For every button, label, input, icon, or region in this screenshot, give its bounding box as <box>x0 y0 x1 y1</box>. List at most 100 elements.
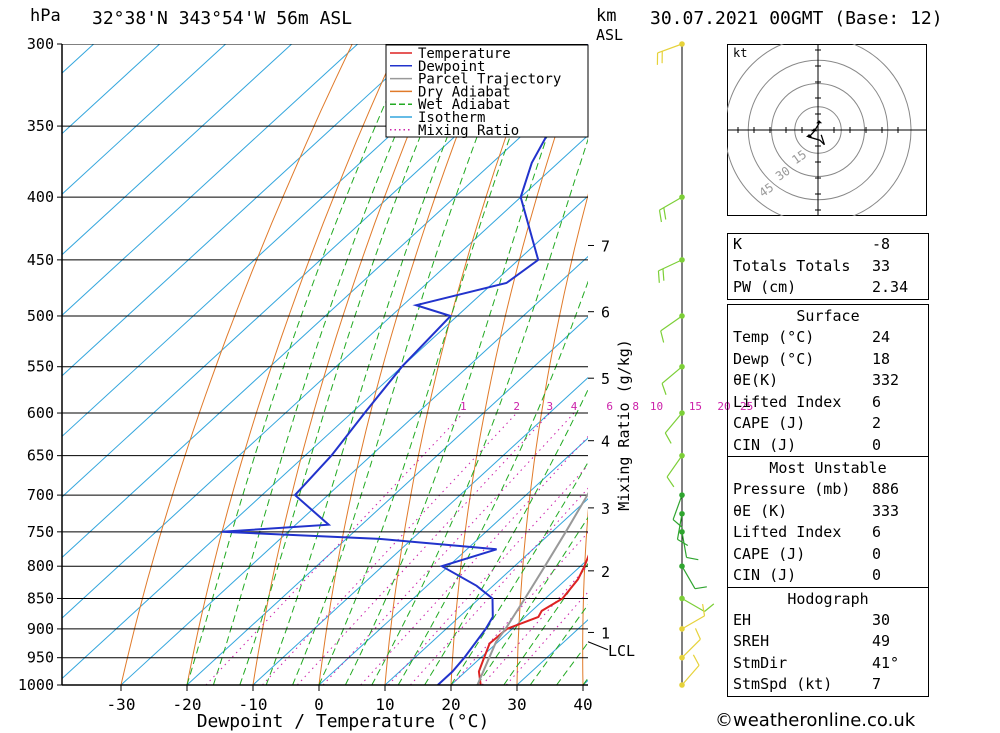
wind-barb <box>666 455 683 478</box>
legend-label-mixing-ratio: Mixing Ratio <box>418 123 519 139</box>
hpa-unit-label: hPa <box>30 6 61 26</box>
unstable-theta-row: θE (K) 333 <box>733 501 900 520</box>
km-tick-label: 4 <box>601 433 610 451</box>
surface-cin-row: CIN (J) 0 <box>733 435 882 454</box>
wet-adiabat-line <box>503 562 588 685</box>
copyright[interactable]: ©weatheronline.co.uk <box>715 710 916 731</box>
wind-barb-flag <box>662 268 665 281</box>
hodograph-ring-label: 45 <box>756 180 776 200</box>
km-tick-label: 2 <box>601 563 610 581</box>
isotherm-line <box>252 376 588 685</box>
wind-level-dot <box>679 410 685 416</box>
wind-barb <box>660 315 683 332</box>
surface-title: Surface <box>796 307 860 325</box>
x-tick-label: 10 <box>375 695 394 714</box>
x-tick-label: -30 <box>107 695 136 714</box>
unstable-li-row: Lifted Index 6 <box>733 523 882 541</box>
wind-level-dot <box>679 529 685 535</box>
wind-barb-flag <box>661 383 667 395</box>
wind-level-dot <box>679 194 685 200</box>
wind-barb <box>676 513 683 540</box>
surface-table: Surface Temp (°C) 24 Dewp (°C) 18 θE(K) 332… <box>727 304 929 697</box>
mixing-ratio-line <box>322 412 575 685</box>
wind-barb-flag <box>677 538 689 547</box>
hodograph-table-title: Hodograph <box>728 586 928 610</box>
wind-barb <box>661 366 683 384</box>
dry-adiabat-line <box>450 44 587 685</box>
pressure-tick-label: 800 <box>27 557 54 575</box>
pressure-tick-label: 900 <box>27 620 54 638</box>
dry-adiabat-line <box>938 44 979 685</box>
wet-adiabat-line <box>186 44 413 685</box>
wind-barb <box>659 196 683 211</box>
wind-barb-flag <box>666 476 675 488</box>
mixing-ratio-line <box>388 464 588 685</box>
wind-level-dot <box>679 626 685 632</box>
x-tick-label: 40 <box>573 695 592 714</box>
sreh-row: SREH 49 <box>733 632 891 650</box>
mixing-ratio-label: 3 <box>546 400 553 413</box>
wind-barb-flag <box>658 210 663 223</box>
wind-level-dot <box>679 363 685 370</box>
x-tick-label: 30 <box>507 695 526 714</box>
lcl-marker <box>587 641 609 651</box>
mixing-ratio-line <box>262 412 518 685</box>
mixing-ratio-axis-label: Mixing Ratio (g/kg) <box>615 339 633 511</box>
wind-barb-flag <box>663 207 667 220</box>
pressure-tick-label: 600 <box>27 404 54 422</box>
isotherm-line <box>450 558 588 685</box>
km-tick-label: 1 <box>601 624 610 642</box>
hodograph-point-marker <box>816 120 823 124</box>
pressure-tick-label: 950 <box>27 649 54 667</box>
wind-barb-flag <box>701 603 706 617</box>
x-axis-label: Dewpoint / Temperature (°C) <box>197 711 490 732</box>
pressure-tick-label: 500 <box>27 307 54 325</box>
wind-level-dot <box>679 510 685 517</box>
location-title: 32°38'N 343°54'W 56m ASL <box>92 8 353 29</box>
parcel-trajectory-curve <box>476 491 588 685</box>
wind-barb <box>672 494 683 520</box>
wet-adiabat-line <box>318 44 545 685</box>
legend-label-wet-adiabat: Wet Adiabat <box>418 97 511 113</box>
pressure-tick-label: 350 <box>27 117 54 135</box>
mixing-ratio-label: 15 <box>689 400 702 413</box>
dry-adiabat-line <box>582 507 588 685</box>
k-index-value: -8 <box>872 235 891 253</box>
mixing-ratio-line <box>296 412 551 685</box>
unstable-cin-row: CIN (J) 0 <box>733 566 882 584</box>
legend-label-temperature: Temperature <box>418 46 511 62</box>
isotherm-line <box>62 44 227 195</box>
eh-row: EH 30 <box>733 610 891 629</box>
x-tick-label: -10 <box>239 695 268 714</box>
wind-level-dot <box>679 563 685 569</box>
wind-barb-flag <box>672 519 683 528</box>
isotherm-line <box>62 44 359 316</box>
wind-barb <box>658 259 683 272</box>
wet-adiabat-line <box>239 44 459 685</box>
wind-barb <box>681 664 700 686</box>
wind-level-dot <box>679 654 685 661</box>
hodograph-unit: kt <box>733 46 747 60</box>
pressure-tick-label: 700 <box>27 486 54 504</box>
isotherm-line <box>62 44 491 438</box>
hodograph-point-marker <box>811 128 818 132</box>
run-title: 30.07.2021 00GMT (Base: 12) <box>650 8 943 29</box>
pressure-tick-label: 650 <box>27 447 54 465</box>
wind-level-dot <box>679 595 685 602</box>
wind-barb-flag <box>692 654 700 666</box>
hodograph-ring-label: 15 <box>789 147 809 167</box>
km-tick-label: 5 <box>601 370 610 388</box>
wet-adiabat-line <box>450 461 588 685</box>
totals-totals-value: 33 <box>872 256 891 275</box>
lcl-label: LCL <box>608 642 635 660</box>
legend-label-dewpoint: Dewpoint <box>418 59 485 75</box>
wind-level-dot <box>679 452 685 459</box>
legend-box <box>385 44 589 138</box>
wind-barb <box>664 412 683 434</box>
indices-table: K -8 Totals Totals 33 PW (cm) 2.34 <box>727 233 929 300</box>
wind-level-dot <box>679 257 685 263</box>
wind-barb <box>681 531 688 558</box>
